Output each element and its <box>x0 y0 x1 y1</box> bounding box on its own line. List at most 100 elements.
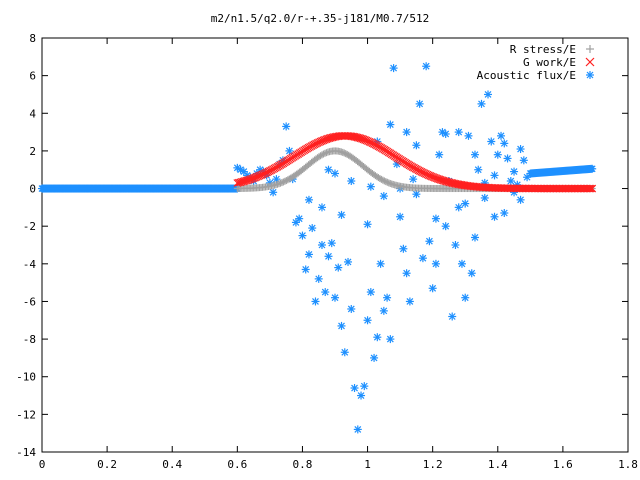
legend-label: Acoustic flux/E <box>477 69 576 82</box>
data-point <box>350 384 359 393</box>
data-point <box>317 203 326 212</box>
data-point <box>523 173 532 182</box>
data-point <box>383 178 391 186</box>
data-point <box>497 131 506 140</box>
data-point <box>344 257 353 266</box>
data-point <box>444 178 453 186</box>
data-point <box>357 391 366 400</box>
data-point <box>409 175 418 184</box>
data-point <box>415 99 424 108</box>
data-point <box>295 214 304 223</box>
data-point <box>363 220 372 229</box>
data-point <box>519 156 528 165</box>
y-tick-label: 4 <box>29 107 36 120</box>
x-tick-label: 1.2 <box>423 458 443 471</box>
y-tick-label: -6 <box>23 295 36 308</box>
data-point <box>422 62 431 71</box>
plot-frame <box>41 37 629 453</box>
y-tick-label: -2 <box>23 220 36 233</box>
data-point <box>386 120 395 129</box>
data-point <box>360 382 369 391</box>
data-point <box>510 167 519 176</box>
data-point <box>516 145 525 154</box>
data-point <box>353 425 362 434</box>
y-tick-label: 8 <box>29 32 36 45</box>
data-point <box>311 297 320 306</box>
data-point <box>324 252 333 261</box>
legend-marker <box>585 57 595 67</box>
data-point <box>442 177 451 186</box>
data-point <box>588 164 597 173</box>
data-point <box>279 178 287 186</box>
data-point <box>376 259 385 268</box>
x-tick-label: 0 <box>39 458 46 471</box>
data-point <box>334 263 343 272</box>
data-point <box>588 184 597 193</box>
data-point <box>363 316 372 325</box>
data-point <box>490 212 499 221</box>
data-point <box>405 297 414 306</box>
data-point <box>325 134 334 143</box>
data-point <box>353 133 362 142</box>
data-point <box>500 209 509 218</box>
data-point <box>316 152 324 160</box>
data-point <box>493 150 502 159</box>
data-point <box>464 131 473 140</box>
data-point <box>379 192 388 201</box>
data-point <box>237 177 246 186</box>
data-point <box>331 293 339 302</box>
data-point <box>441 222 450 231</box>
data-point <box>425 237 434 246</box>
data-point <box>484 90 493 99</box>
x-tick-label: 1.4 <box>488 458 508 471</box>
data-point <box>366 288 375 297</box>
data-point <box>389 64 398 73</box>
data-point <box>474 165 483 174</box>
data-point <box>379 176 387 184</box>
data-point <box>314 274 323 283</box>
data-point <box>454 203 463 212</box>
data-point <box>284 176 292 184</box>
y-tick-label: -12 <box>16 408 36 421</box>
data-point <box>399 244 408 253</box>
data-point <box>376 174 384 182</box>
legend-marker <box>586 45 594 53</box>
data-point <box>318 151 326 159</box>
data-point <box>340 149 348 157</box>
data-point <box>308 224 317 233</box>
data-point <box>585 184 594 193</box>
data-point <box>480 193 489 202</box>
data-point <box>441 129 450 138</box>
y-axis: -14 -12 -10 -8 -6 -4 -2 0 2 4 6 8 <box>16 32 628 459</box>
legend-label: G work/E <box>523 56 576 69</box>
data-point <box>382 178 390 186</box>
data-point <box>340 348 349 357</box>
y-tick-label: -4 <box>23 258 37 271</box>
data-point <box>470 233 479 242</box>
x-tick-label: 1 <box>364 458 371 471</box>
data-point <box>281 177 289 185</box>
series-1 <box>233 131 597 193</box>
x-tick-label: 0.4 <box>162 458 182 471</box>
data-point <box>282 177 290 185</box>
data-point <box>461 199 470 208</box>
data-point <box>331 169 339 178</box>
data-point <box>233 179 242 187</box>
data-point <box>500 139 509 148</box>
data-point <box>236 178 245 187</box>
data-point <box>278 179 286 187</box>
chart-title: m2/n1.5/q2.0/r-+.35-j181/M0.7/512 <box>211 12 430 25</box>
data-point <box>467 269 476 278</box>
data-point <box>448 312 457 321</box>
data-point <box>402 128 411 137</box>
data-point <box>282 122 291 131</box>
data-point <box>377 175 385 183</box>
data-point <box>490 171 499 180</box>
data-point <box>454 128 463 137</box>
data-point <box>418 254 427 263</box>
data-point <box>347 177 356 186</box>
data-point <box>347 304 356 313</box>
data-point <box>516 195 525 204</box>
data-point <box>457 259 466 268</box>
